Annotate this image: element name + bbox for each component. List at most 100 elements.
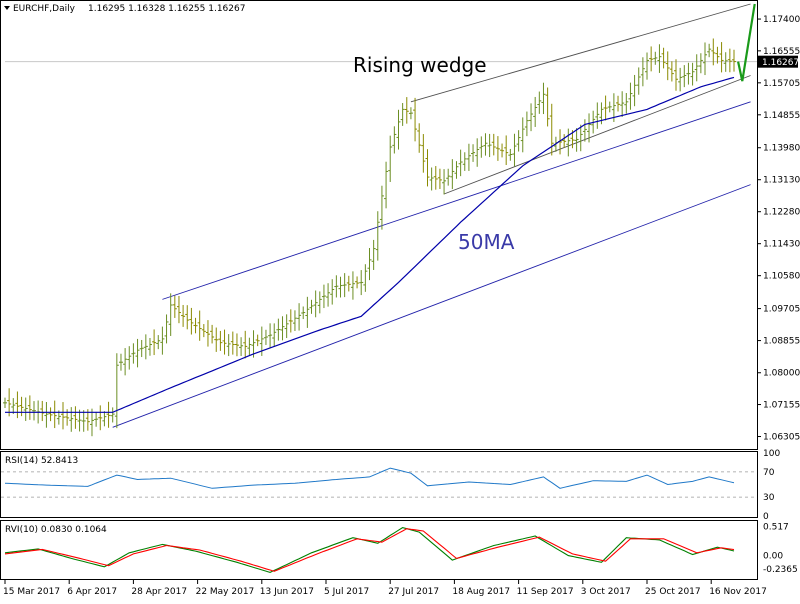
ohlc-bar	[686, 62, 691, 85]
ohlc-bar	[205, 320, 210, 347]
ohlc-bar	[247, 337, 252, 355]
ohlc-bar	[243, 330, 248, 359]
ohlc-bar	[437, 168, 442, 189]
ohlc-bar	[495, 136, 500, 161]
ohlc-bar	[471, 144, 476, 162]
price-tick-label: 1.16555	[763, 47, 800, 57]
ohlc-bar	[135, 338, 140, 368]
rsi-tick-label: 30	[763, 493, 775, 503]
ohlc-bar	[131, 343, 136, 364]
ohlc-bar	[309, 299, 314, 314]
ohlc-bar	[520, 117, 525, 153]
ohlc-bar	[429, 167, 434, 191]
ohlc-bar	[330, 279, 335, 305]
rvi-tick-label: 0.00	[763, 552, 783, 562]
ohlc-bar	[723, 52, 728, 72]
ohlc-bar	[388, 135, 393, 182]
ohlc-readout: 1.16295 1.16328 1.16255 1.16267	[88, 4, 245, 14]
ohlc-bar	[603, 95, 608, 121]
ohlc-bar	[732, 49, 736, 72]
ohlc-bar	[475, 138, 480, 167]
ohlc-bar	[297, 303, 302, 331]
ohlc-bar	[98, 405, 103, 431]
ohlc-bar	[52, 400, 57, 429]
rsi-line	[4, 467, 735, 489]
ohlc-bar	[193, 317, 198, 334]
ohlc-bar	[578, 124, 583, 152]
ohlc-bar	[89, 408, 94, 437]
ohlc-bar	[152, 329, 157, 356]
price-tick-label: 1.07155	[763, 401, 800, 411]
ohlc-bar	[222, 329, 227, 355]
ohlc-bar	[31, 401, 36, 421]
rsi-tick-label: 100	[763, 449, 780, 459]
ohlc-bar	[69, 407, 74, 432]
ohlc-bar	[524, 111, 529, 137]
ohlc-bar	[620, 91, 625, 117]
rvi-label: RVI(10) 0.0830 0.1064	[5, 525, 107, 535]
ohlc-bar	[682, 65, 687, 88]
ohlc-bar	[147, 337, 152, 356]
ohlc-bar	[160, 326, 165, 355]
ohlc-bar	[458, 149, 463, 177]
ohlc-bar	[239, 337, 244, 356]
ohlc-bar	[367, 247, 372, 281]
ohlc-bar	[707, 43, 712, 58]
ohlc-bar	[442, 169, 447, 195]
ohlc-bar	[164, 314, 169, 344]
ohlc-bar	[317, 291, 322, 314]
rsi-label: RSI(14) 52.8413	[5, 456, 78, 466]
channel-top-line	[162, 101, 751, 300]
ohlc-bar	[379, 185, 384, 230]
ohlc-bar	[396, 109, 401, 150]
price-panel	[0, 0, 758, 450]
price-tick-label: 1.13980	[763, 144, 800, 154]
ohlc-bar	[334, 275, 339, 298]
ohlc-bar	[466, 143, 471, 171]
triangle-down-icon[interactable]	[4, 6, 10, 10]
ohlc-bar	[674, 59, 679, 91]
wedge-upper-line	[410, 3, 751, 103]
ohlc-bar	[491, 133, 496, 156]
ohlc-bar	[363, 264, 368, 292]
ohlc-bar	[533, 96, 538, 127]
rvi-tick-label: 0.517	[763, 523, 789, 533]
ohlc-bar	[321, 284, 326, 309]
ohlc-bar	[421, 134, 426, 173]
date-tick-label: 27 Jul 2017	[388, 587, 439, 597]
ohlc-bar	[350, 271, 355, 300]
ohlc-bar	[504, 135, 509, 166]
ohlc-bar	[44, 401, 49, 428]
ohlc-bar	[284, 314, 289, 339]
ohlc-bar	[288, 309, 293, 333]
ohlc-bar	[77, 409, 82, 432]
ohlc-bar	[73, 406, 78, 429]
ohlc-bar	[355, 276, 360, 289]
ohlc-bar	[413, 97, 418, 142]
ohlc-bar	[268, 323, 273, 348]
ohlc-bar	[276, 318, 281, 341]
ohlc-bar	[342, 273, 347, 298]
ohlc-bar	[359, 270, 364, 296]
ohlc-bar	[628, 82, 633, 110]
ohlc-bar	[234, 333, 239, 357]
ohlc-bar	[541, 82, 546, 115]
ohlc-bar	[197, 310, 202, 341]
ohlc-bar	[226, 334, 231, 357]
ohlc-bar	[189, 307, 194, 335]
ohlc-bar	[60, 402, 65, 430]
ohlc-bar	[102, 411, 107, 427]
ohlc-bar	[537, 91, 542, 114]
ohlc-bar	[94, 411, 99, 427]
ohlc-bar	[181, 304, 186, 327]
ohlc-bar	[529, 103, 534, 132]
ohlc-bar	[400, 103, 405, 126]
ohlc-bar	[392, 126, 397, 154]
ohlc-bar	[678, 67, 683, 92]
ohlc-bar	[313, 290, 318, 318]
ohlc-bar	[48, 407, 53, 422]
ohlc-bar	[715, 46, 720, 64]
price-tick-label: 1.13130	[763, 176, 800, 186]
ohlc-bar	[375, 211, 380, 261]
ohlc-bar	[218, 330, 223, 351]
